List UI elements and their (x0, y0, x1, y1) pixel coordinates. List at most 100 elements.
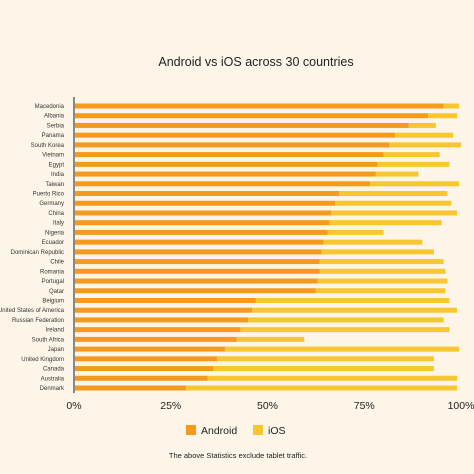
x-tick-label: 25% (160, 400, 181, 412)
category-label: Panama (42, 133, 65, 139)
category-label: Nigeria (45, 230, 65, 236)
category-label: South Korea (31, 143, 65, 149)
bar-android-germany (74, 200, 336, 206)
bar-ios-panama (395, 132, 454, 138)
bar-android-vietnam (74, 152, 384, 158)
bar-ios-ireland (240, 327, 450, 333)
bar-ios-chile (319, 259, 444, 265)
bar-ios-qatar (315, 288, 446, 294)
bar-ios-united-states-of-america (252, 307, 458, 313)
legend: Android iOS (186, 425, 286, 437)
category-label: Macedonia (35, 104, 65, 110)
bar-ios-united-kingdom (217, 356, 434, 362)
x-tick-label: 75% (354, 400, 375, 412)
bar-android-india (74, 171, 376, 177)
bar-ios-india (375, 171, 419, 177)
bar-ios-australia (207, 375, 458, 381)
category-label: Italy (53, 221, 64, 227)
category-label: Japan (48, 347, 64, 353)
bar-android-panama (74, 132, 396, 138)
bar-android-serbia (74, 122, 409, 128)
bar-ios-portugal (317, 278, 448, 284)
category-label: South Africa (32, 337, 65, 343)
category-label: China (48, 211, 64, 217)
x-tick-label: 100% (448, 400, 474, 412)
bar-android-belgium (74, 297, 256, 303)
bar-ios-germany (335, 200, 452, 206)
category-label: Canada (43, 367, 65, 373)
category-label: Albania (44, 114, 65, 120)
category-label: Germany (39, 201, 64, 207)
bar-android-south-africa (74, 336, 237, 342)
category-label: Portugal (42, 279, 64, 285)
category-label: Vietnam (42, 153, 64, 159)
legend-label-ios: iOS (268, 425, 286, 437)
bar-ios-canada (213, 366, 434, 372)
bar-ios-south-africa (236, 336, 305, 342)
bar-ios-italy (329, 220, 442, 226)
bar-ios-japan (224, 346, 460, 352)
category-label: Russian Federation (12, 318, 64, 324)
category-label: Qatar (49, 289, 64, 295)
x-axis-ticks: 0% 25% 50% 75% 100% (66, 400, 474, 412)
bar-android-australia (74, 375, 208, 381)
legend-swatch-android (186, 425, 196, 435)
category-label: United States of America (0, 308, 65, 314)
category-label: Chile (50, 260, 64, 266)
bar-ios-dominican-republic (321, 249, 434, 255)
bar-android-ireland (74, 327, 241, 333)
bar-ios-macedonia (443, 103, 460, 109)
category-label: Puerto Rico (33, 192, 65, 198)
bar-android-united-states-of-america (74, 307, 253, 313)
bar-ios-ecuador (323, 239, 423, 245)
bar-android-china (74, 210, 332, 216)
bar-ios-puerto-rico (339, 191, 448, 197)
bar-ios-south-korea (389, 142, 461, 148)
legend-label-android: Android (201, 425, 237, 437)
bar-android-nigeria (74, 229, 328, 235)
bar-android-chile (74, 259, 320, 265)
x-tick-label: 0% (66, 400, 81, 412)
category-label: Ecuador (42, 240, 64, 246)
category-label: Taiwan (45, 182, 64, 188)
category-label: Australia (41, 376, 65, 382)
bar-ios-denmark (186, 385, 458, 391)
category-label: Romania (40, 269, 65, 275)
legend-swatch-ios (253, 425, 263, 435)
bar-ios-albania (428, 113, 458, 119)
x-tick-label: 50% (257, 400, 278, 412)
chart-footnote: The above Statistics exclude tablet traf… (169, 451, 307, 460)
bar-android-albania (74, 113, 429, 119)
bar-ios-china (331, 210, 458, 216)
category-label: Ireland (46, 328, 64, 334)
bars (74, 103, 461, 391)
bar-android-macedonia (74, 103, 444, 109)
bar-android-egypt (74, 161, 378, 167)
bar-android-denmark (74, 385, 187, 391)
category-label: Belgium (42, 298, 64, 304)
category-label: United Kingdom (21, 357, 64, 363)
bar-android-italy (74, 220, 330, 226)
bar-ios-russian-federation (248, 317, 444, 323)
bar-android-portugal (74, 278, 318, 284)
category-label: Egypt (49, 162, 65, 168)
bar-android-south-korea (74, 142, 390, 148)
bar-ios-romania (319, 268, 446, 274)
chart-title: Android vs iOS across 30 countries (158, 55, 353, 69)
category-labels: Macedonia Albania Serbia Panama South Korea V… (0, 104, 65, 392)
category-label: Dominican Republic (11, 250, 64, 256)
bar-android-romania (74, 268, 320, 274)
bar-android-qatar (74, 288, 316, 294)
bar-android-puerto-rico (74, 191, 340, 197)
bar-android-taiwan (74, 181, 371, 187)
bar-android-ecuador (74, 239, 324, 245)
bar-ios-taiwan (370, 181, 460, 187)
bar-ios-vietnam (383, 152, 440, 158)
bar-ios-nigeria (327, 229, 384, 235)
bar-android-dominican-republic (74, 249, 322, 255)
category-label: Serbia (47, 123, 65, 129)
bar-android-canada (74, 366, 214, 372)
bar-android-russian-federation (74, 317, 249, 323)
